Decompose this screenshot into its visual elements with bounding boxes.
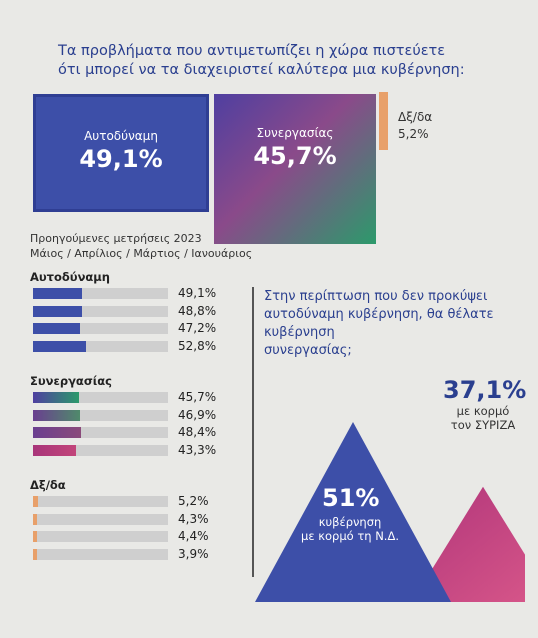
autodynami-box: Αυτοδύναμη 49,1%: [33, 94, 209, 212]
autodynami-label: Αυτοδύναμη: [84, 129, 158, 143]
autodynami-section-label: Αυτοδύναμη: [30, 270, 110, 284]
bar-track: [33, 340, 168, 352]
bar-track: [33, 392, 168, 403]
autodynami-bar-row-2: [33, 305, 168, 317]
autodynami-value: 49,1%: [79, 145, 163, 173]
autodynami-bar-value-3: 47,2%: [178, 321, 217, 335]
previous-title: Προηγούμενες μετρήσεις 2023: [30, 232, 202, 245]
question-line-2: αυτοδύναμη κυβέρνηση, θα θέλατε: [264, 307, 494, 322]
dk-value: 5,2%: [398, 127, 429, 141]
dk-bar-row-3: [33, 531, 168, 542]
header-line-1: Τα προβλήματα που αντιμετωπίζει η χώρα π…: [58, 43, 446, 59]
synergasias-bar-value-2: 46,9%: [178, 407, 217, 422]
bar-track: [33, 427, 168, 438]
header-line-2: ότι μπορεί να τα διαχειριστεί καλύτερα μ…: [58, 62, 465, 78]
synergasias-bar-row-3: [33, 427, 168, 438]
syriza-caption-line-1: με κορμό: [456, 404, 510, 418]
synergasias-section-label: Συνεργασίας: [30, 374, 112, 388]
syriza-value: 37,1%: [443, 376, 527, 404]
question-line-1: Στην περίπτωση που δεν προκύψει: [264, 289, 488, 304]
dk-bar-row-2: [33, 513, 168, 525]
nd-caption-line-1: κυβέρνηση: [318, 515, 382, 529]
syriza-caption: με κορμό τον ΣΥΡΙΖΑ: [428, 404, 538, 432]
synergasias-box: Συνεργασίας 45,7%: [214, 94, 376, 244]
dk-bar-value-3: 4,4%: [178, 529, 209, 543]
dk-bar-3: [33, 531, 38, 542]
bar-track: [33, 531, 168, 542]
synergasias-bar-row-4: [33, 444, 168, 456]
synergasias-bar-row-1: [33, 392, 168, 403]
bar-track: [33, 305, 168, 317]
autodynami-bar-row-4: [33, 340, 168, 352]
autodynami-bar-value-1: 49,1%: [178, 286, 217, 300]
nd-value: 51%: [322, 484, 380, 512]
autodynami-bar-3: [33, 323, 81, 334]
synergasias-bar-value-4: 43,3%: [178, 442, 217, 457]
coalition-question: Στην περίπτωση που δεν προκύψει αυτοδύνα…: [264, 288, 526, 360]
bar-track: [33, 513, 168, 525]
dk-section-label: Δξ/δα: [30, 478, 66, 492]
dk-bar-row-1: [33, 496, 168, 507]
synergasias-bar-3: [33, 427, 82, 438]
header-title: Τα προβλήματα που αντιμετωπίζει η χώρα π…: [58, 42, 518, 80]
synergasias-value: 45,7%: [253, 142, 337, 170]
bar-track: [33, 548, 168, 560]
synergasias-bar-value-3: 48,4%: [178, 425, 217, 439]
synergasias-label: Συνεργασίας: [256, 126, 334, 140]
dk-bar-value-1: 5,2%: [178, 494, 209, 508]
nd-caption-line-2: με κορμό τη Ν.Δ.: [301, 529, 399, 543]
autodynami-bar-2: [33, 305, 82, 317]
dk-bar-1: [33, 496, 39, 507]
autodynami-bar-value-4: 52,8%: [178, 338, 217, 353]
bar-track: [33, 323, 168, 334]
dk-label: Δξ/δα: [398, 110, 433, 124]
previous-months: Μάιος / Απρίλιος / Μάρτιος / Ιανουάριος: [30, 247, 253, 260]
syriza-caption-line-2: τον ΣΥΡΙΖΑ: [450, 418, 516, 432]
dk-bar-2: [33, 513, 38, 525]
nd-triangle: [255, 422, 451, 602]
dk-bar-row-4: [33, 548, 168, 560]
question-line-4: συνεργασίας;: [264, 343, 352, 358]
triangles-chart: [255, 422, 525, 602]
syriza-triangle: [411, 486, 525, 602]
dk-box: [379, 92, 388, 150]
synergasias-bar-2: [33, 409, 80, 421]
nd-caption: κυβέρνηση με κορμό τη Ν.Δ.: [290, 515, 410, 543]
autodynami-bar-4: [33, 340, 86, 352]
synergasias-bar-value-1: 45,7%: [178, 390, 217, 404]
autodynami-bar-row-1: [33, 288, 168, 299]
bar-track: [33, 288, 168, 299]
dk-bar-4: [33, 548, 37, 560]
bar-track: [33, 409, 168, 421]
divider: [252, 287, 254, 577]
bar-track: [33, 444, 168, 456]
autodynami-bar-1: [33, 288, 83, 299]
autodynami-bar-row-3: [33, 323, 168, 334]
question-line-3: κυβέρνηση: [264, 325, 335, 340]
dk-bar-value-4: 3,9%: [178, 546, 209, 561]
synergasias-bar-4: [33, 444, 77, 456]
dk-bar-value-2: 4,3%: [178, 511, 209, 526]
synergasias-bar-row-2: [33, 409, 168, 421]
bar-track: [33, 496, 168, 507]
synergasias-bar-1: [33, 392, 79, 403]
autodynami-bar-value-2: 48,8%: [178, 303, 217, 318]
